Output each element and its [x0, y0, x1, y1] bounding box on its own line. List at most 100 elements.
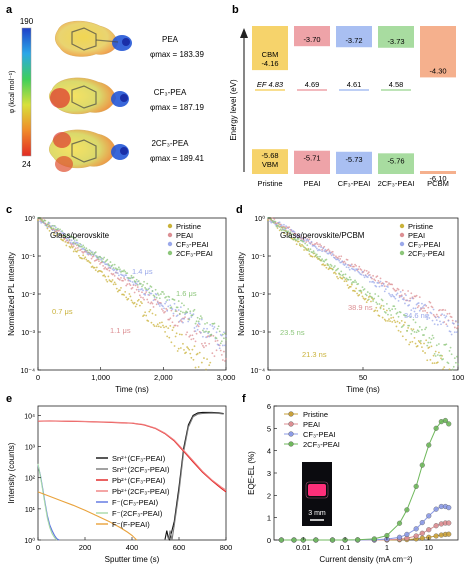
data-point [111, 264, 114, 266]
data-point [433, 425, 439, 431]
data-point [341, 277, 344, 280]
data-point [442, 417, 449, 424]
data-point [201, 329, 204, 332]
data-point [165, 307, 168, 310]
data-point [454, 361, 457, 364]
data-point [435, 344, 438, 347]
data-point [445, 323, 448, 326]
data-point [391, 321, 394, 323]
data-point [361, 286, 364, 289]
data-point [116, 272, 119, 274]
data-point [141, 285, 143, 288]
colorbar-min-label: 24 [22, 160, 31, 169]
data-point [182, 311, 184, 314]
data-point [225, 357, 227, 360]
data-point [383, 285, 386, 288]
y-tick-label: 10² [25, 476, 36, 483]
data-point [205, 336, 207, 339]
y-tick-label: 10⁴ [24, 413, 35, 420]
panel-e: e 10⁰ 10¹ 10² 10³ 10⁴ 0 200 400 600 800 Sputter ti… [6, 393, 232, 564]
data-point [208, 335, 211, 338]
data-point [129, 280, 132, 283]
data-point [456, 355, 458, 358]
data-point [197, 366, 200, 368]
data-point [131, 301, 134, 304]
data-point [72, 250, 75, 253]
cbm-value: -3.70 [303, 35, 320, 44]
data-point [73, 239, 76, 242]
data-point [310, 240, 313, 243]
data-point [382, 282, 385, 285]
data-point [206, 322, 208, 324]
data-point [437, 351, 440, 354]
data-point [362, 274, 365, 277]
data-point [54, 226, 57, 229]
data-point [421, 346, 423, 349]
data-point [426, 359, 429, 362]
data-point [442, 308, 445, 311]
data-point [364, 274, 367, 277]
data-point [213, 355, 216, 358]
data-point [427, 306, 430, 309]
data-point [151, 290, 154, 292]
data-point [135, 303, 138, 306]
data-point [392, 316, 395, 319]
data-point [410, 328, 413, 330]
data-point [308, 253, 311, 255]
data-point [134, 281, 137, 283]
data-point [110, 280, 113, 283]
data-point [216, 327, 219, 330]
data-point [408, 343, 411, 346]
data-point [315, 253, 318, 256]
data-point [436, 323, 439, 326]
data-point [206, 327, 208, 330]
data-point [43, 222, 46, 225]
y-tick-label: 10⁻² [251, 292, 265, 299]
data-point [198, 351, 201, 354]
data-point [293, 231, 296, 233]
data-point [192, 310, 195, 312]
data-point [339, 273, 342, 276]
data-point [190, 316, 193, 318]
data-point [404, 507, 410, 513]
data-point [103, 274, 106, 277]
data-point [106, 280, 109, 283]
y-tick-label: 2 [267, 491, 271, 500]
data-point [350, 283, 353, 286]
data-point [127, 297, 130, 300]
data-point [453, 357, 456, 360]
cbm-label: CBM [262, 50, 279, 59]
data-point [439, 320, 441, 323]
data-point [283, 223, 285, 226]
data-point [119, 279, 121, 281]
data-point [135, 288, 138, 291]
data-point [312, 250, 315, 253]
data-point [146, 282, 149, 285]
data-point [412, 307, 415, 310]
data-point [180, 333, 183, 336]
data-point [162, 309, 164, 312]
data-point [56, 234, 58, 237]
data-point [426, 442, 432, 448]
data-point [124, 278, 127, 281]
y-tick-label: 1 [267, 514, 271, 523]
data-point [177, 300, 180, 302]
data-point [433, 352, 436, 355]
data-point [419, 530, 425, 536]
data-point [283, 229, 285, 232]
data-point [200, 318, 203, 321]
cbm-value: -3.72 [345, 36, 362, 45]
data-point [338, 259, 341, 262]
data-point [224, 332, 226, 335]
data-point [145, 288, 148, 291]
data-point [84, 256, 87, 259]
y-tick-label: 10⁻⁴ [251, 368, 266, 375]
plot-subtitle: Glass/perovskite/PCBM [280, 231, 365, 240]
data-point [140, 301, 142, 303]
molecule-name-2: CF₃-PEA [154, 88, 187, 97]
data-point [298, 242, 301, 245]
data-point [271, 219, 274, 222]
data-point [142, 284, 144, 286]
data-point [147, 288, 150, 291]
data-point [141, 291, 143, 294]
